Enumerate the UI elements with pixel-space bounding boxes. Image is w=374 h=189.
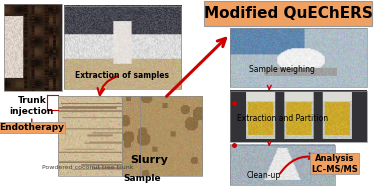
Bar <box>122 96 202 176</box>
Bar <box>230 28 367 87</box>
FancyBboxPatch shape <box>204 1 372 26</box>
Bar <box>4 4 62 91</box>
Bar <box>230 91 367 142</box>
Bar <box>58 96 140 176</box>
Text: Slurry: Slurry <box>131 155 169 165</box>
Text: Clean-up: Clean-up <box>246 171 281 180</box>
Text: Trunk
injection: Trunk injection <box>10 96 54 115</box>
Text: Sample weighing: Sample weighing <box>249 65 315 74</box>
Text: Extraction and Partition: Extraction and Partition <box>237 114 328 123</box>
Text: Analysis
LC-MS/MS: Analysis LC-MS/MS <box>311 154 358 173</box>
Bar <box>230 145 335 185</box>
Text: Powdered coconut tree trunk: Powdered coconut tree trunk <box>42 165 134 170</box>
Text: Sample: Sample <box>123 174 161 183</box>
Text: Modified QuEChERS: Modified QuEChERS <box>203 6 373 21</box>
Text: Endotherapy: Endotherapy <box>0 123 64 132</box>
Text: Extraction of samples: Extraction of samples <box>74 71 169 80</box>
Bar <box>64 6 181 89</box>
